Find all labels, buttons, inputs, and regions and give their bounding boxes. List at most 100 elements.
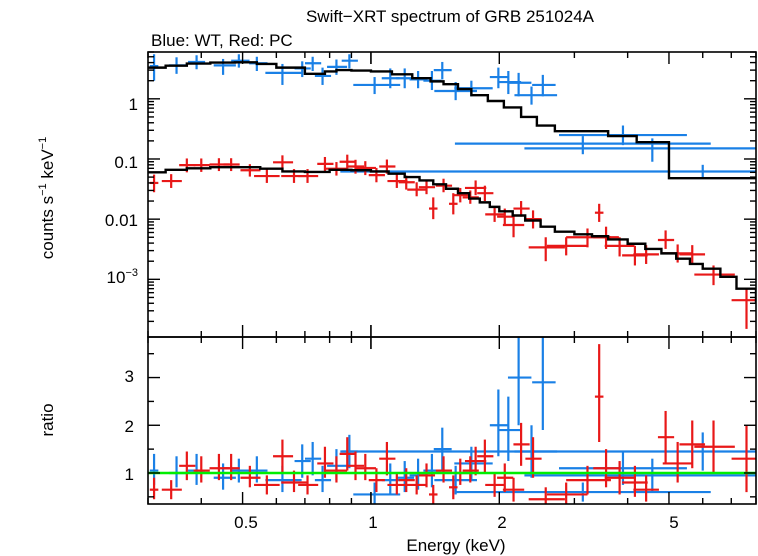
ratio-point-pc — [298, 475, 319, 495]
ratio-point-wt — [340, 432, 756, 471]
ratio-point-pc — [193, 456, 210, 483]
ratio-point-wt — [353, 482, 401, 504]
bottom-panel — [148, 337, 756, 504]
ratio-point-pc — [525, 437, 542, 478]
ratio-point-pc — [209, 453, 230, 481]
ratio-point-pc — [528, 487, 565, 504]
top-point-pc — [513, 201, 530, 217]
top-point-pc — [435, 178, 453, 193]
chart-subtitle: Blue: WT, Red: PC — [151, 31, 293, 50]
top-point-pc — [594, 203, 604, 222]
top-point-pc — [464, 180, 487, 196]
top-point-wt — [489, 67, 510, 89]
ratio-point-pc — [485, 472, 506, 497]
bottom-panel-frame — [147, 336, 757, 505]
ratio-point-pc — [731, 425, 756, 493]
ratio-point-pc — [418, 463, 436, 488]
bottom-plot-area — [148, 337, 756, 504]
top-point-pc — [254, 169, 280, 183]
x-tick-label: 1 — [368, 513, 377, 532]
ratio-point-pc — [149, 477, 159, 500]
ratio-point-pc — [477, 439, 494, 473]
ratio-point-pc — [662, 441, 693, 483]
y-tick-label-top: 1 — [129, 95, 138, 114]
top-plot-area — [148, 54, 756, 329]
ratio-point-pc — [464, 446, 487, 476]
ratio-point-pc — [354, 453, 376, 481]
x-axis-label: Energy (keV) — [406, 536, 505, 555]
top-point-wt — [188, 55, 206, 70]
ratio-point-pc — [593, 449, 619, 488]
top-point-wt — [353, 77, 401, 95]
ratio-point-pc — [339, 437, 356, 471]
y-axis-label-top: counts s−1 keV−1 — [37, 137, 57, 259]
y-label-main: counts s — [38, 196, 57, 259]
top-panel — [148, 54, 756, 329]
y-axis-label-ratio: ratio — [38, 403, 57, 436]
x-tick-label: 0.5 — [234, 513, 258, 532]
ratio-point-pc — [347, 451, 365, 481]
top-point-pc — [387, 174, 408, 188]
ratio-point-pc — [566, 465, 611, 495]
top-point-pc — [546, 237, 588, 256]
ratio-point-wt — [314, 465, 332, 493]
top-point-pc — [449, 193, 458, 215]
top-point-wt — [507, 72, 532, 97]
axes-ticks — [147, 51, 757, 504]
ratio-point-wt — [231, 458, 250, 483]
ratio-point-pc — [622, 465, 648, 497]
top-point-pc — [418, 180, 436, 195]
ratio-point-wt — [188, 453, 206, 485]
model-line-wt — [148, 61, 756, 180]
top-point-pc — [407, 182, 428, 197]
top-point-pc — [452, 187, 469, 203]
ratio-point-wt — [454, 482, 711, 502]
top-point-wt — [532, 74, 556, 97]
ratio-point-pc — [254, 475, 280, 495]
ratio-point-pc — [546, 482, 588, 504]
top-point-wt — [304, 56, 322, 71]
ratio-point-pc — [379, 441, 396, 476]
x-tick-label: 5 — [669, 513, 678, 532]
ratio-point-wt — [497, 396, 522, 462]
top-point-pc — [502, 214, 525, 238]
ratio-point-wt — [396, 461, 415, 493]
top-point-pc — [354, 161, 376, 176]
ratio-point-pc — [325, 456, 348, 483]
ratio-point-pc — [604, 461, 635, 495]
ratio-point-wt — [304, 441, 322, 476]
ratio-point-wt — [524, 458, 756, 493]
top-point-pc — [657, 230, 675, 249]
ratio-point-wt — [433, 427, 452, 471]
ratio-point-pc — [179, 451, 196, 481]
ratio-point-pc — [497, 463, 514, 493]
ratio-point-pc — [387, 472, 408, 495]
top-point-wt — [341, 54, 358, 69]
top-point-wt — [231, 54, 250, 68]
top-point-pc — [679, 245, 706, 264]
top-point-wt — [433, 61, 452, 80]
y-tick-label-ratio: 2 — [125, 417, 134, 436]
top-point-pc — [161, 174, 182, 188]
y-label-sup: −1 — [37, 137, 49, 150]
model-line-pc — [148, 166, 756, 304]
ratio-point-pc — [657, 410, 675, 464]
ratio-point-pc — [513, 422, 530, 466]
ratio-point-pc — [240, 465, 261, 488]
ratio-point-pc — [594, 344, 604, 442]
x-tick-label: 2 — [497, 513, 506, 532]
top-point-wt — [514, 86, 558, 105]
ratio-point-pc — [633, 475, 659, 502]
ratio-point-wt — [532, 337, 556, 431]
ratio-point-pc — [679, 420, 706, 469]
ratio-point-pc — [502, 477, 525, 502]
top-point-pc — [528, 237, 565, 262]
top-point-pc — [622, 245, 648, 266]
top-point-pc — [317, 156, 334, 172]
ratio-point-pc — [428, 484, 438, 504]
top-point-pc — [731, 288, 756, 329]
y-tick-label-ratio: 1 — [125, 465, 134, 484]
y-tick-label-power: 10−3 — [107, 267, 138, 287]
ratio-point-pc — [694, 420, 735, 473]
